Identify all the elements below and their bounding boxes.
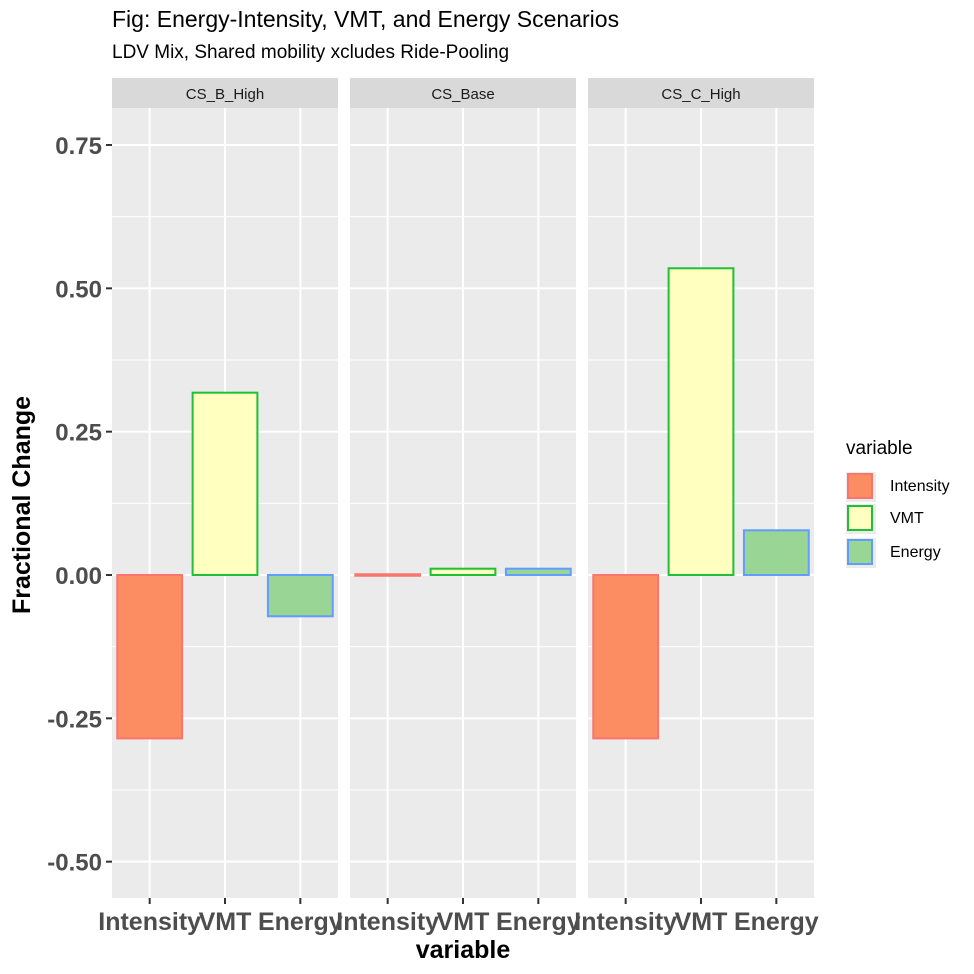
y-axis-title: Fractional Change: [8, 396, 36, 614]
y-tick-label: 0.75: [55, 133, 102, 160]
legend-label-vmt: VMT: [890, 510, 924, 527]
y-tick-label: -0.25: [47, 706, 102, 733]
bar-cs-b-high-intensity: [116, 574, 184, 740]
x-tick-label-vmt: VMT: [675, 908, 728, 936]
x-tick-label-intensity: Intensity: [98, 908, 201, 936]
y-tick-label: 0.00: [55, 563, 102, 590]
facet-strip-cs-c-high: [588, 78, 814, 108]
bar-cs-b-high-vmt: [191, 391, 259, 576]
y-tick-label: -0.50: [47, 850, 102, 877]
y-tick-label: 0.25: [55, 420, 102, 447]
facet-strip-cs-b-high: [112, 78, 338, 108]
facet-label-cs-base: CS_Base: [431, 86, 494, 103]
legend-label-energy: Energy: [890, 544, 941, 561]
legend-item-energy: Energy: [846, 536, 941, 570]
bar-cs-base-energy: [504, 567, 572, 577]
facet-label-cs-c-high: CS_C_High: [661, 86, 740, 103]
bar-cs-b-high-energy: [266, 574, 334, 618]
bar-cs-base-intensity: [354, 573, 422, 577]
bar-cs-base-vmt: [429, 567, 497, 577]
legend-swatch-intensity: [847, 473, 873, 499]
legend-item-vmt: VMT: [846, 502, 924, 536]
x-tick-label-energy: Energy: [496, 908, 581, 936]
x-tick-label-intensity: Intensity: [336, 908, 439, 936]
legend-item-intensity: Intensity: [846, 470, 950, 504]
bar-cs-c-high-intensity: [592, 574, 660, 740]
legend-swatch-vmt: [847, 505, 873, 531]
x-tick-label-vmt: VMT: [199, 908, 252, 936]
x-tick-label-energy: Energy: [734, 908, 819, 936]
facet-label-cs-b-high: CS_B_High: [186, 86, 264, 103]
chart-subtitle: LDV Mix, Shared mobility xcludes Ride-Po…: [112, 42, 510, 63]
chart-title: Fig: Energy-Intensity, VMT, and Energy S…: [112, 6, 620, 32]
bar-cs-c-high-energy: [742, 529, 810, 577]
y-tick-label: 0.50: [55, 276, 102, 303]
legend-title: variable: [846, 438, 913, 459]
legend-swatch-energy: [847, 539, 873, 565]
x-tick-label-intensity: Intensity: [574, 908, 677, 936]
x-tick-label-energy: Energy: [258, 908, 343, 936]
facet-strip-cs-base: [350, 78, 576, 108]
x-axis-title: variable: [416, 936, 511, 964]
x-tick-label-vmt: VMT: [437, 908, 490, 936]
legend-label-intensity: Intensity: [890, 478, 950, 495]
bar-cs-c-high-vmt: [667, 267, 735, 576]
